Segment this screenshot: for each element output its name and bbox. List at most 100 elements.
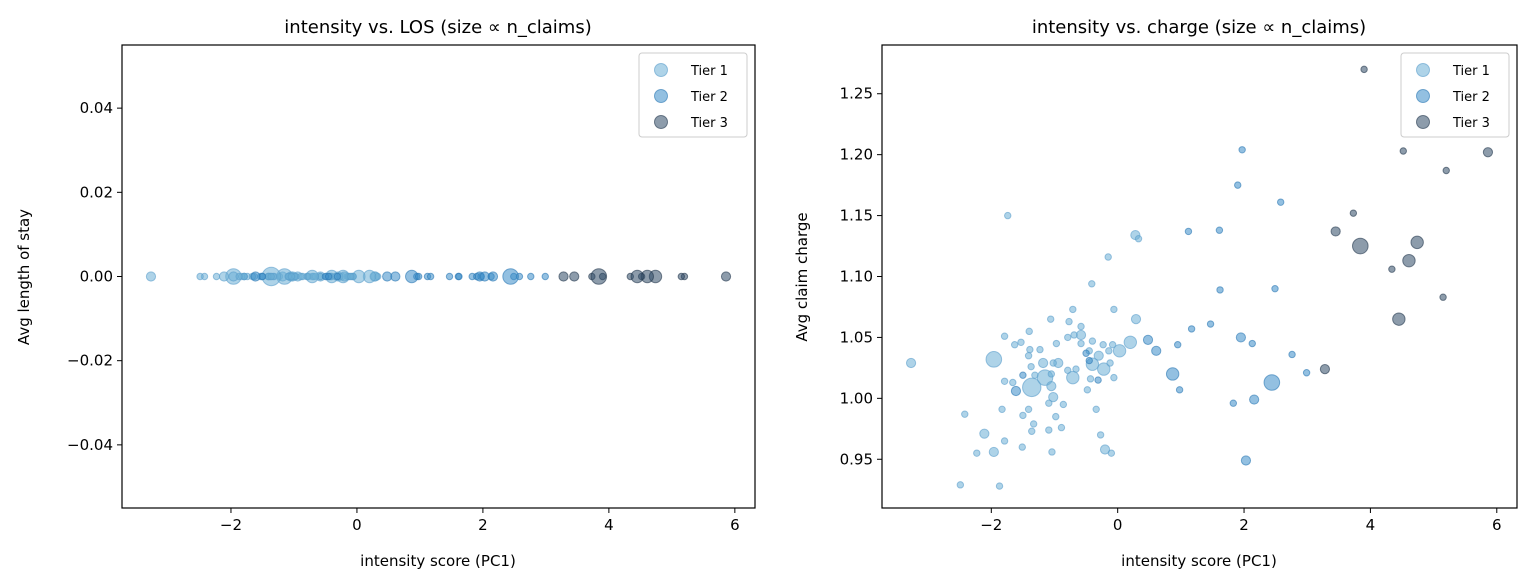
data-point-tier-2	[468, 272, 476, 281]
data-point-tier-1	[1134, 235, 1143, 243]
data-point-tier-1	[1024, 351, 1033, 360]
data-point-tier-1	[1110, 305, 1118, 314]
data-point-tier-2	[1165, 367, 1180, 381]
data-point-tier-3	[1439, 293, 1447, 301]
legend-marker	[1416, 63, 1430, 77]
data-point-tier-1	[1048, 448, 1056, 456]
data-point-tier-3	[1402, 253, 1416, 268]
data-point-tier-1	[305, 269, 319, 284]
data-point-tier-3	[720, 271, 732, 282]
data-point-tier-2	[333, 272, 342, 281]
data-point-tier-1	[1092, 405, 1100, 414]
x-tick-label: 6	[730, 516, 740, 534]
right-x-axis-label: intensity score (PC1)	[1121, 552, 1277, 570]
data-point-tier-1	[1052, 339, 1061, 348]
data-point-tier-3	[569, 271, 580, 282]
data-point-tier-2	[1174, 341, 1182, 349]
data-point-tier-2	[479, 271, 490, 282]
data-point-tier-1	[1077, 339, 1085, 348]
data-point-tier-2	[1206, 320, 1215, 328]
data-point-tier-1	[1088, 337, 1097, 345]
legend-marker	[1416, 115, 1430, 129]
x-tick-label: 0	[1113, 516, 1123, 534]
data-point-tier-1	[1110, 373, 1118, 382]
data-point-tier-1	[1026, 345, 1034, 354]
data-point-tier-1	[1070, 331, 1078, 339]
data-point-tier-2	[1010, 385, 1022, 397]
data-point-tier-1	[297, 272, 305, 281]
data-point-tier-1	[1017, 338, 1025, 346]
y-tick-label: 1.20	[840, 146, 873, 164]
data-point-tier-2	[1240, 455, 1252, 466]
data-point-tier-1	[1086, 375, 1095, 383]
data-point-tier-2	[1175, 386, 1184, 394]
data-point-tier-1	[1028, 427, 1036, 435]
data-point-tier-2	[1235, 332, 1246, 343]
data-point-tier-2	[1082, 349, 1090, 357]
data-point-tier-1	[1130, 314, 1142, 325]
y-tick-label: 1.05	[840, 328, 873, 346]
data-point-tier-3	[1330, 226, 1341, 237]
data-point-tier-1	[1038, 357, 1049, 369]
legend-label: Tier 2	[690, 90, 728, 105]
x-tick-label: 4	[604, 516, 614, 534]
data-point-tier-1	[979, 428, 990, 439]
x-tick-label: 6	[1492, 516, 1502, 534]
legend-marker	[654, 63, 668, 77]
y-tick-label: 1.10	[840, 268, 873, 286]
legend-label: Tier 3	[690, 116, 728, 131]
y-tick-label: 0.04	[80, 99, 113, 117]
data-point-tier-1	[1069, 305, 1077, 314]
data-point-tier-1	[1027, 362, 1035, 371]
data-point-tier-1	[267, 272, 275, 281]
right-y-axis-label: Avg claim charge	[793, 212, 811, 341]
data-point-tier-1	[961, 410, 969, 418]
legend-label: Tier 2	[1452, 90, 1490, 105]
x-tick-label: 0	[352, 516, 362, 534]
data-point-tier-3	[558, 271, 569, 282]
data-point-tier-3	[1388, 265, 1396, 273]
data-point-tier-2	[1288, 350, 1296, 359]
data-point-tier-1	[1018, 443, 1026, 451]
data-point-tier-2	[1216, 286, 1224, 294]
data-point-tier-2	[1263, 374, 1281, 391]
data-point-tier-2	[1276, 198, 1285, 206]
data-point-tier-1	[995, 482, 1004, 490]
data-point-tier-1	[1112, 344, 1127, 358]
data-point-tier-2	[1094, 376, 1102, 384]
data-point-tier-1	[988, 446, 999, 458]
right-chart-title: intensity vs. charge (size ∝ n_claims)	[1032, 17, 1366, 38]
x-tick-label: −2	[220, 516, 242, 534]
data-point-tier-3	[1410, 235, 1424, 250]
data-point-tier-3	[590, 268, 608, 285]
data-point-tier-1	[1099, 341, 1107, 349]
data-point-tier-2	[324, 272, 333, 281]
data-point-tier-2	[1142, 334, 1154, 345]
data-point-tier-3	[1392, 312, 1406, 326]
data-point-tier-1	[1022, 377, 1042, 398]
data-point-tier-3	[1349, 209, 1358, 217]
y-tick-label: −0.02	[67, 352, 113, 370]
data-point-tier-1	[1108, 341, 1117, 349]
data-point-tier-2	[455, 272, 463, 281]
data-point-tier-2	[1085, 356, 1093, 365]
data-point-tier-2	[1234, 181, 1242, 189]
data-point-tier-1	[1000, 332, 1009, 340]
data-point-tier-2	[1271, 284, 1279, 293]
data-point-tier-1	[1009, 378, 1017, 387]
data-point-tier-2	[1249, 394, 1260, 405]
legend-label: Tier 1	[1452, 64, 1490, 79]
data-point-tier-3	[630, 269, 644, 284]
left-chart-title: intensity vs. LOS (size ∝ n_claims)	[284, 17, 591, 38]
data-point-tier-1	[985, 351, 1003, 368]
data-point-tier-2	[541, 272, 549, 281]
x-tick-label: −2	[980, 516, 1002, 534]
data-point-tier-1	[1083, 386, 1092, 394]
data-point-tier-2	[414, 272, 423, 281]
legend-label: Tier 1	[690, 64, 728, 79]
data-point-tier-1	[1025, 327, 1033, 336]
data-point-tier-1	[1052, 412, 1060, 421]
data-point-tier-1	[1047, 315, 1055, 323]
y-tick-label: 1.25	[840, 85, 873, 103]
